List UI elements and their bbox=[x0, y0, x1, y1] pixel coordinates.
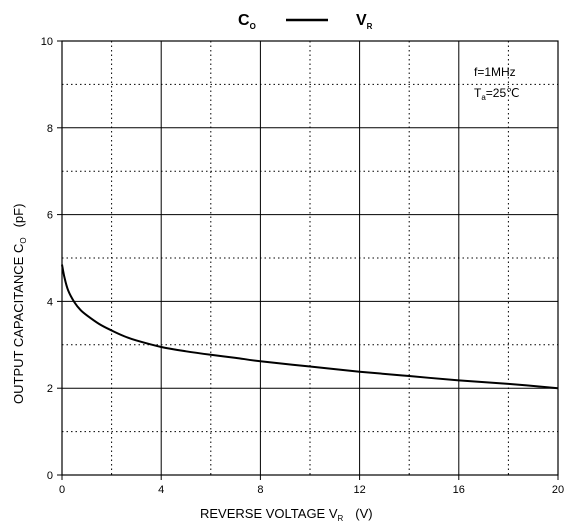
x-tick-label: 0 bbox=[59, 484, 65, 496]
plot-frame bbox=[61, 40, 559, 476]
title-right: V bbox=[356, 12, 367, 29]
y-tick-label: 6 bbox=[47, 210, 53, 222]
x-axis-label-sub: R bbox=[338, 514, 344, 523]
grid-minor bbox=[62, 41, 558, 475]
chart-title: CO VR bbox=[238, 12, 373, 31]
y-tick-label: 8 bbox=[47, 123, 53, 135]
annotation-freq: f=1MHz bbox=[474, 65, 516, 79]
y-axis-label-sub: O bbox=[19, 237, 28, 243]
x-tick-label: 16 bbox=[453, 484, 465, 496]
y-tick-labels: 0 2 4 6 8 10 bbox=[41, 36, 62, 482]
title-right-sub: R bbox=[367, 22, 373, 31]
y-tick-label: 4 bbox=[47, 296, 53, 308]
x-axis-label: REVERSE VOLTAGE VR (V) bbox=[200, 506, 373, 523]
grid-major bbox=[62, 41, 558, 475]
y-tick-label: 2 bbox=[47, 383, 53, 395]
x-tick-label: 20 bbox=[552, 484, 564, 496]
x-tick-label: 4 bbox=[158, 484, 164, 496]
svg-text:CO: CO bbox=[238, 12, 256, 31]
y-axis-label: OUTPUT CAPACITANCE CO (pF) bbox=[11, 204, 28, 404]
annotation-temp-value: =25℃ bbox=[486, 86, 520, 100]
x-axis-label-text: REVERSE VOLTAGE V bbox=[200, 506, 338, 521]
svg-text:VR: VR bbox=[356, 12, 373, 31]
x-tick-label: 8 bbox=[257, 484, 263, 496]
svg-text:Ta=25℃: Ta=25℃ bbox=[474, 86, 520, 102]
series-line-capacitance bbox=[61, 264, 559, 390]
conditions-annotation: f=1MHz Ta=25℃ bbox=[474, 65, 520, 102]
y-axis-label-unit: (pF) bbox=[11, 204, 26, 228]
x-tick-label: 12 bbox=[353, 484, 365, 496]
y-axis-label-text: OUTPUT CAPACITANCE C bbox=[11, 244, 26, 404]
x-tick-labels: 0 4 8 12 16 20 bbox=[59, 475, 564, 496]
annotation-temp-sub: a bbox=[481, 93, 486, 102]
y-tick-label: 10 bbox=[41, 36, 53, 48]
title-left-sub: O bbox=[250, 22, 256, 31]
annotation-temp: T bbox=[474, 86, 482, 100]
title-left: C bbox=[238, 12, 250, 29]
x-axis-label-unit: (V) bbox=[355, 506, 372, 521]
y-tick-label: 0 bbox=[47, 470, 53, 482]
